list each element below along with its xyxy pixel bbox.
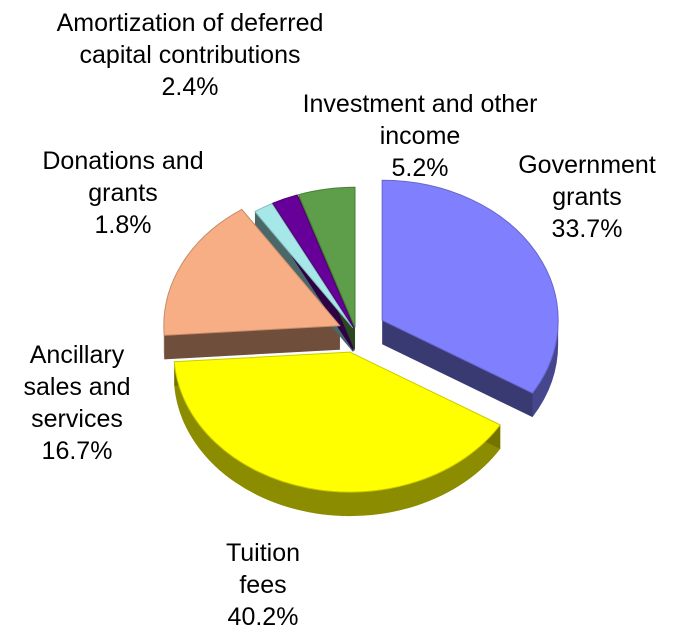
label-donations-grants: Donations and grants 1.8% xyxy=(13,145,233,241)
label-ancillary-sales: Ancillary sales and services 16.7% xyxy=(0,339,154,467)
label-investment-income: Investment and other income 5.2% xyxy=(270,88,570,184)
label-tuition-fees: Tuition fees 40.2% xyxy=(163,537,363,633)
